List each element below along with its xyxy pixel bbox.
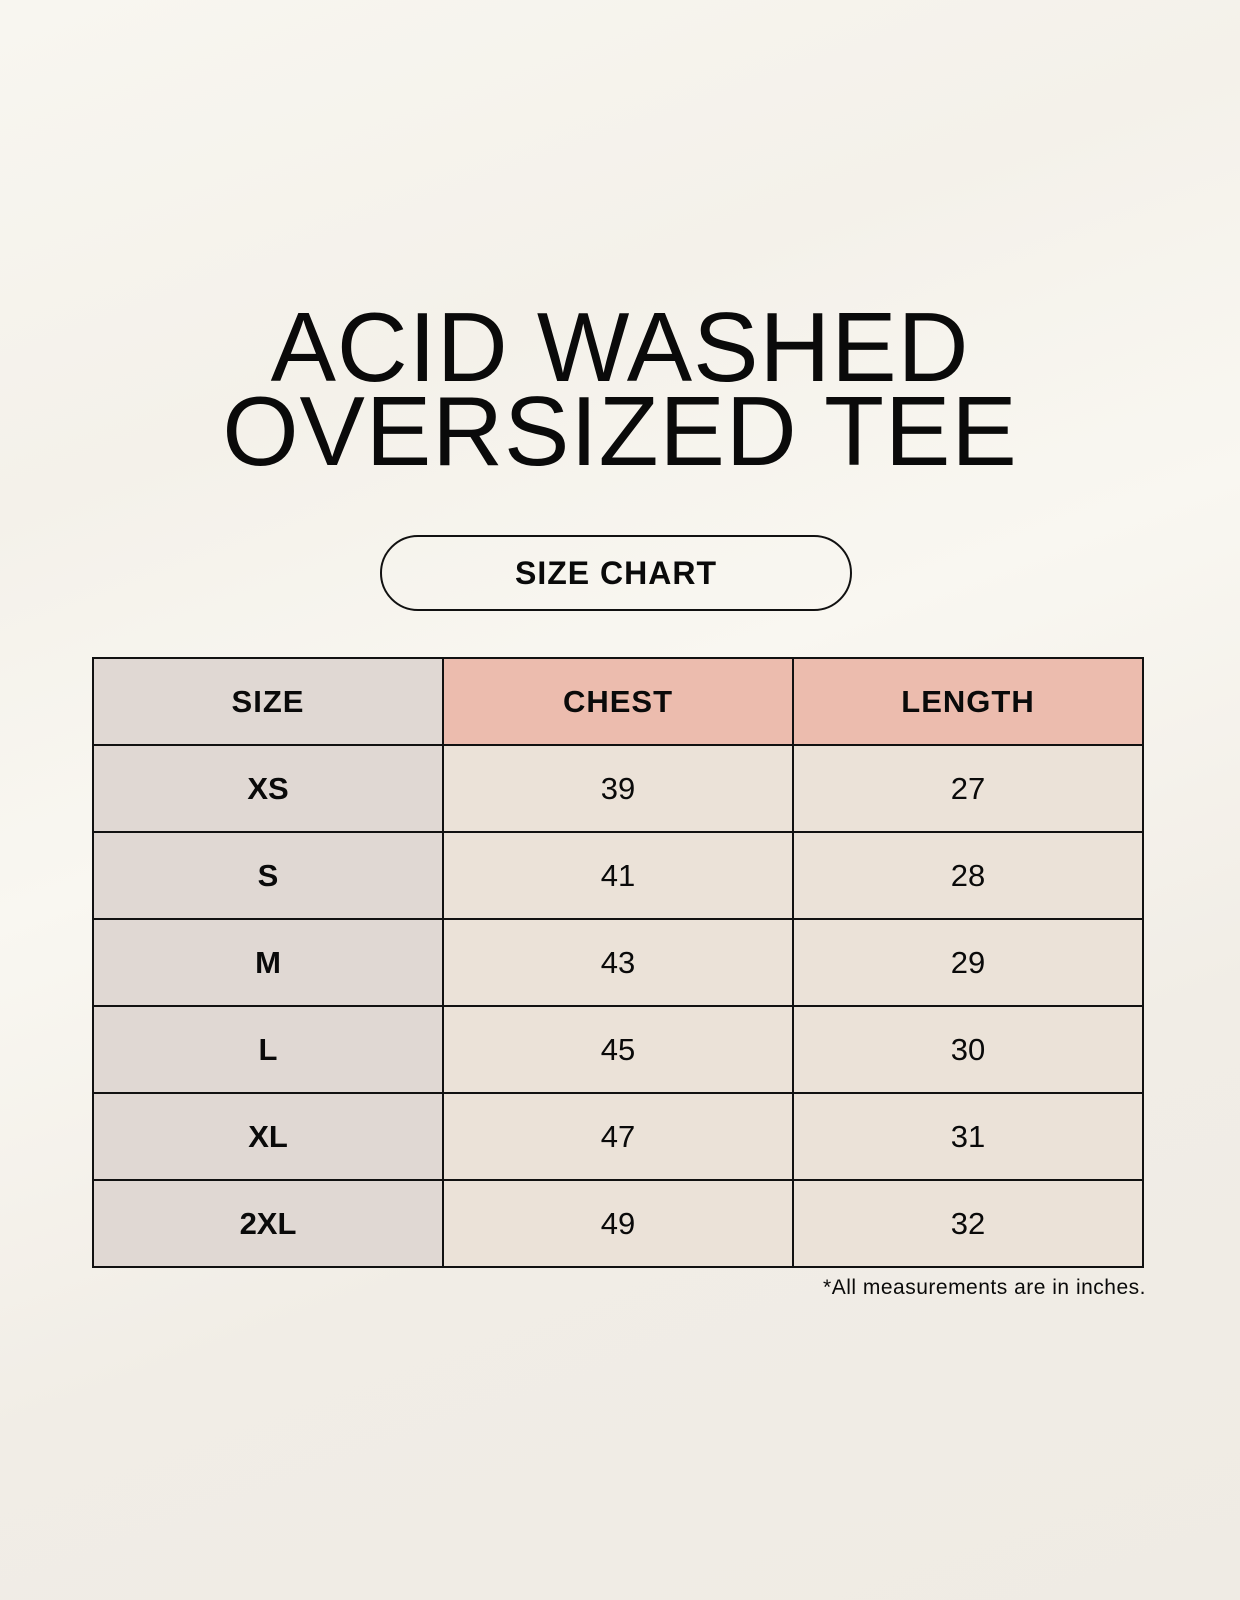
cell-chest: 41 xyxy=(442,831,794,920)
table-header-row: SIZE CHEST LENGTH xyxy=(92,657,1144,746)
cell-size: XL xyxy=(92,1092,444,1181)
cell-size: XS xyxy=(92,744,444,833)
table-row: L 45 30 xyxy=(92,1005,1144,1094)
title-line-2: OVERSIZED TEE xyxy=(222,376,1018,486)
header-size: SIZE xyxy=(92,657,444,746)
cell-size: M xyxy=(92,918,444,1007)
header-chest: CHEST xyxy=(442,657,794,746)
cell-length: 28 xyxy=(792,831,1144,920)
cell-chest: 47 xyxy=(442,1092,794,1181)
page-title: ACID WASHED OVERSIZED TEE xyxy=(0,292,1240,486)
cell-chest: 49 xyxy=(442,1179,794,1268)
table-row: S 41 28 xyxy=(92,831,1144,920)
cell-size: S xyxy=(92,831,444,920)
table-row: 2XL 49 32 xyxy=(92,1179,1144,1268)
table-row: XL 47 31 xyxy=(92,1092,1144,1181)
table-row: XS 39 27 xyxy=(92,744,1144,833)
cell-size: L xyxy=(92,1005,444,1094)
size-chart-label: SIZE CHART xyxy=(380,535,852,611)
cell-chest: 39 xyxy=(442,744,794,833)
cell-length: 30 xyxy=(792,1005,1144,1094)
cell-length: 31 xyxy=(792,1092,1144,1181)
cell-chest: 45 xyxy=(442,1005,794,1094)
cell-length: 27 xyxy=(792,744,1144,833)
cell-length: 29 xyxy=(792,918,1144,1007)
cell-size: 2XL xyxy=(92,1179,444,1268)
cell-chest: 43 xyxy=(442,918,794,1007)
footnote: *All measurements are in inches. xyxy=(823,1276,1146,1299)
cell-length: 32 xyxy=(792,1179,1144,1268)
title-line-1: ACID WASHED xyxy=(270,292,970,402)
size-table: SIZE CHEST LENGTH XS 39 27 S 41 28 M 43 29 L 45 30 X… xyxy=(92,657,1144,1268)
header-length: LENGTH xyxy=(792,657,1144,746)
table-row: M 43 29 xyxy=(92,918,1144,1007)
